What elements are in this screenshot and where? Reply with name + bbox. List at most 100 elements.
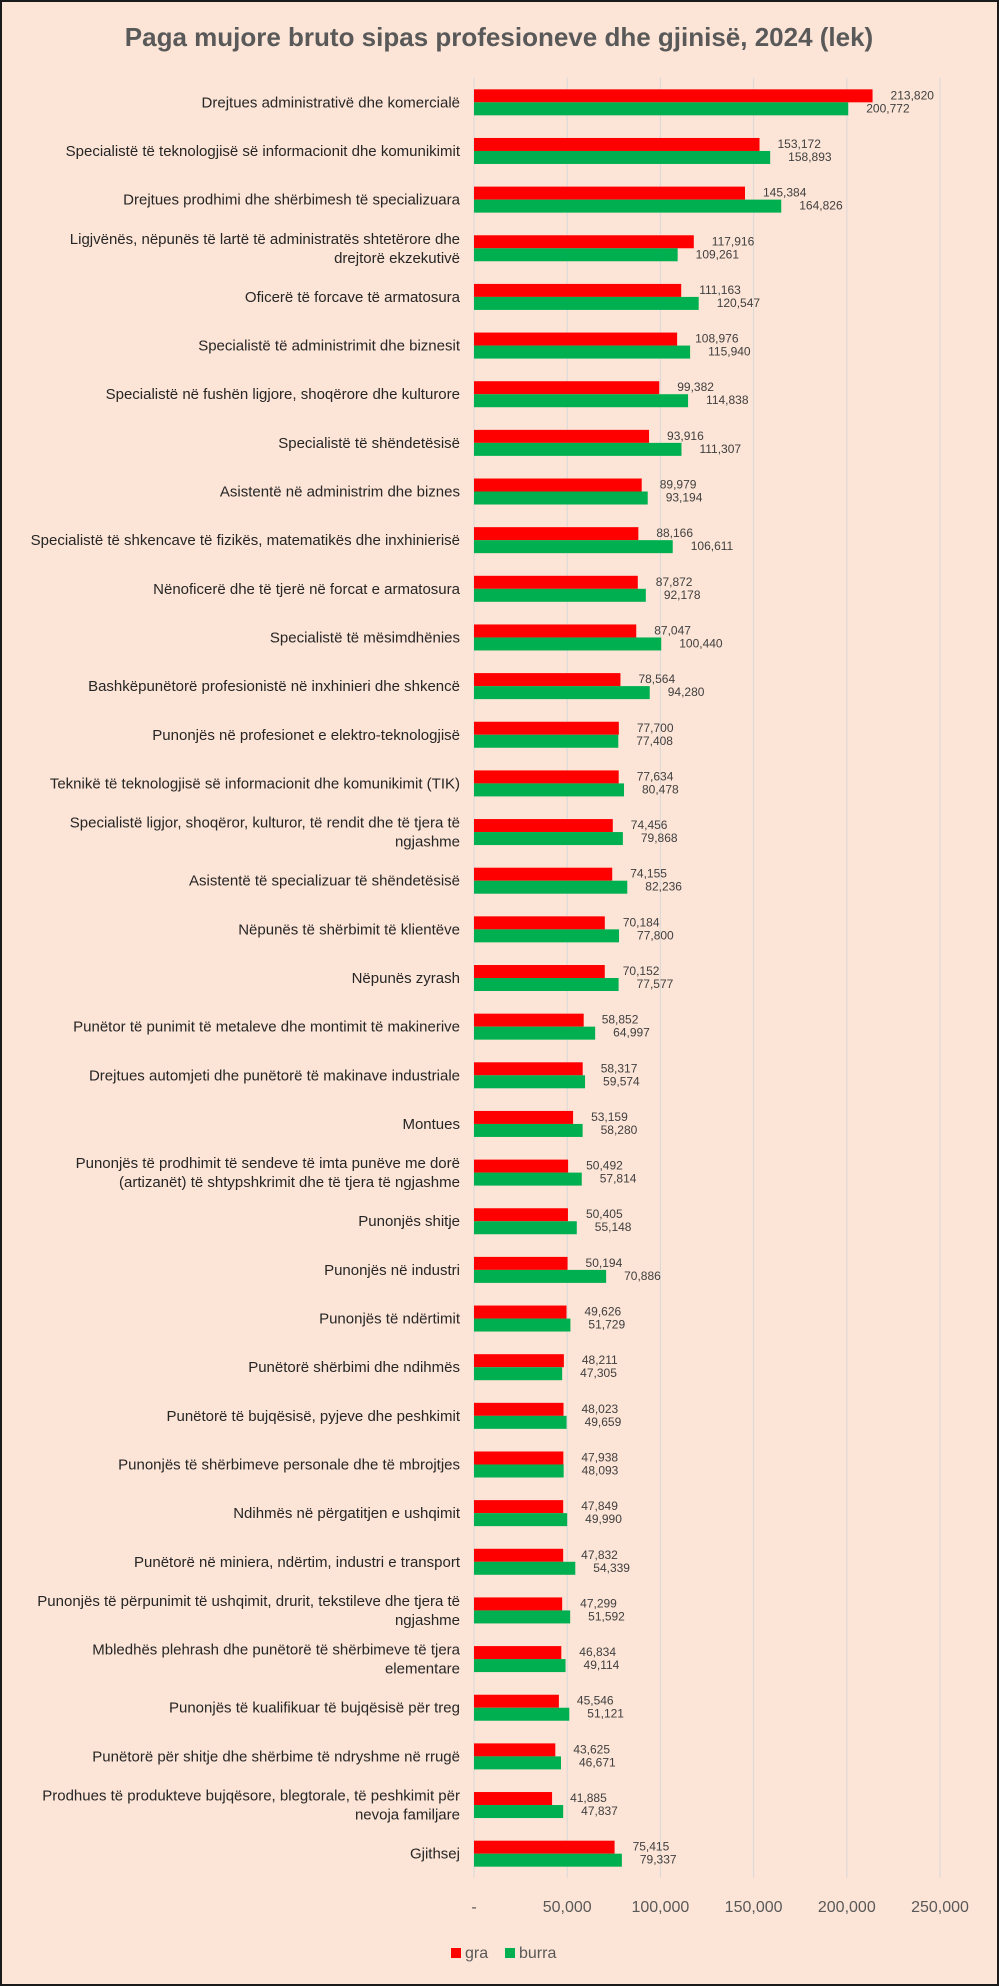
value-label-gra: 70,184 [623,915,660,929]
value-label-burra: 49,114 [584,1658,620,1672]
bar-gra [474,1256,568,1270]
value-label-gra: 99,382 [677,380,714,394]
bar-gra [474,721,619,735]
value-label-gra: 88,166 [656,526,693,540]
category-label: Specialistë të shëndetësisë [278,435,460,452]
bar-burra [474,442,682,456]
bar-burra [474,978,619,991]
bar-burra [474,296,699,310]
bar-gra [474,1013,584,1027]
value-label-gra: 58,317 [601,1061,638,1075]
bar-gra [474,1354,564,1368]
legend-swatch [451,1948,461,1958]
value-label-burra: 80,478 [642,782,679,796]
value-label-burra: 57,814 [600,1172,637,1186]
bar-gra [474,624,637,638]
bar-burra [474,150,771,164]
category-label: Nënoficerë dhe të tjerë në forcat e arma… [153,581,460,598]
bar-burra [474,1659,566,1673]
category-label: elementare [385,1661,460,1678]
value-label-gra: 50,492 [586,1159,623,1173]
category-label: Prodhues të produkteve bujqësore, blegto… [42,1788,460,1805]
value-label-gra: 111,163 [699,283,741,297]
value-label-gra: 70,152 [623,964,660,978]
value-label-burra: 106,611 [691,539,734,553]
bar-burra [474,588,646,602]
value-label-gra: 74,155 [630,867,667,881]
value-label-gra: 48,211 [582,1353,618,1367]
x-tick-label: 150,000 [725,1899,783,1916]
bar-burra [474,540,673,554]
value-label-burra: 79,868 [641,831,678,845]
bar-gra [474,1451,564,1465]
value-label-gra: 89,979 [660,478,697,492]
bar-burra [474,1756,561,1770]
value-label-gra: 87,872 [656,575,693,589]
value-label-burra: 77,408 [636,734,673,748]
bar-gra [474,1694,559,1708]
chart-title: Paga mujore bruto sipas profesioneve dhe… [125,22,873,52]
category-label: Punëtor të punimit të metaleve dhe monti… [73,1019,460,1036]
bar-gra [474,186,745,200]
value-label-burra: 51,592 [588,1609,625,1623]
value-label-burra: 59,574 [603,1074,640,1088]
value-label-burra: 93,194 [666,491,703,505]
value-label-gra: 108,976 [695,332,739,346]
bar-gra [474,916,605,930]
value-label-gra: 43,625 [573,1742,610,1756]
value-label-gra: 145,384 [763,186,807,200]
bar-burra [474,394,689,408]
value-label-gra: 75,415 [633,1840,670,1854]
bar-gra [474,235,694,249]
bar-gra [474,673,621,687]
value-label-gra: 49,626 [585,1305,622,1319]
value-label-gra: 47,299 [580,1596,617,1610]
category-label: Punëtorë në miniera, ndërtim, industri e… [134,1554,461,1571]
bar-gra [474,867,613,881]
bar-burra [474,1610,571,1624]
category-label: Specialistë në fushën ligjore, shoqërore… [106,386,460,403]
category-label: nevoja familjare [355,1807,460,1824]
category-label: Punëtorë shërbimi dhe ndihmës [248,1359,460,1376]
category-label: Specialistë të administrimit dhe biznesi… [198,338,461,355]
value-label-burra: 49,990 [585,1512,622,1526]
category-label: Teknikë të teknologjisë së informacionit… [50,775,460,792]
category-label: Punonjës në industri [324,1262,460,1279]
value-label-gra: 93,916 [667,429,704,443]
legend-label: gra [465,1945,488,1962]
bar-burra [474,783,625,797]
category-label: Ndihmës në përgatitjen e ushqimit [233,1505,461,1522]
value-label-burra: 94,280 [668,685,705,699]
bar-gra [474,1159,569,1173]
value-label-burra: 70,886 [624,1269,661,1283]
value-label-burra: 46,671 [579,1755,616,1769]
bar-burra [474,1123,583,1137]
value-label-burra: 164,826 [799,199,843,213]
bar-gra [474,283,682,297]
category-label: Oficerë të forcave të armatosura [245,289,461,306]
category-label: Punëtorë të bujqësisë, pyjeve dhe peshki… [166,1408,460,1425]
category-label: Drejtues prodhimi dhe shërbimesh të spec… [123,192,460,209]
value-label-gra: 153,172 [778,137,822,151]
legend-label: burra [519,1945,556,1962]
value-label-gra: 50,194 [586,1256,623,1270]
category-label: Punonjës të ndërtimit [319,1311,461,1328]
category-label: Specialistë të shkencave të fizikës, mat… [31,532,460,549]
value-label-gra: 117,916 [712,234,755,248]
value-label-burra: 111,307 [699,442,741,456]
bar-burra [474,1367,563,1381]
bar-burra [474,1269,607,1283]
bar-gra [474,575,638,589]
bar-gra [474,1646,562,1660]
value-label-gra: 77,634 [637,769,674,783]
bar-burra [474,880,628,894]
bar-burra [474,248,678,262]
bar-burra [474,1172,582,1186]
bar-burra [474,1805,564,1819]
value-label-burra: 47,837 [581,1804,618,1818]
legend: gra burra [451,1945,556,1962]
category-label: Punonjës në profesionet e elektro-teknol… [152,727,460,744]
bar-gra [474,137,760,151]
bar-burra [474,686,650,700]
